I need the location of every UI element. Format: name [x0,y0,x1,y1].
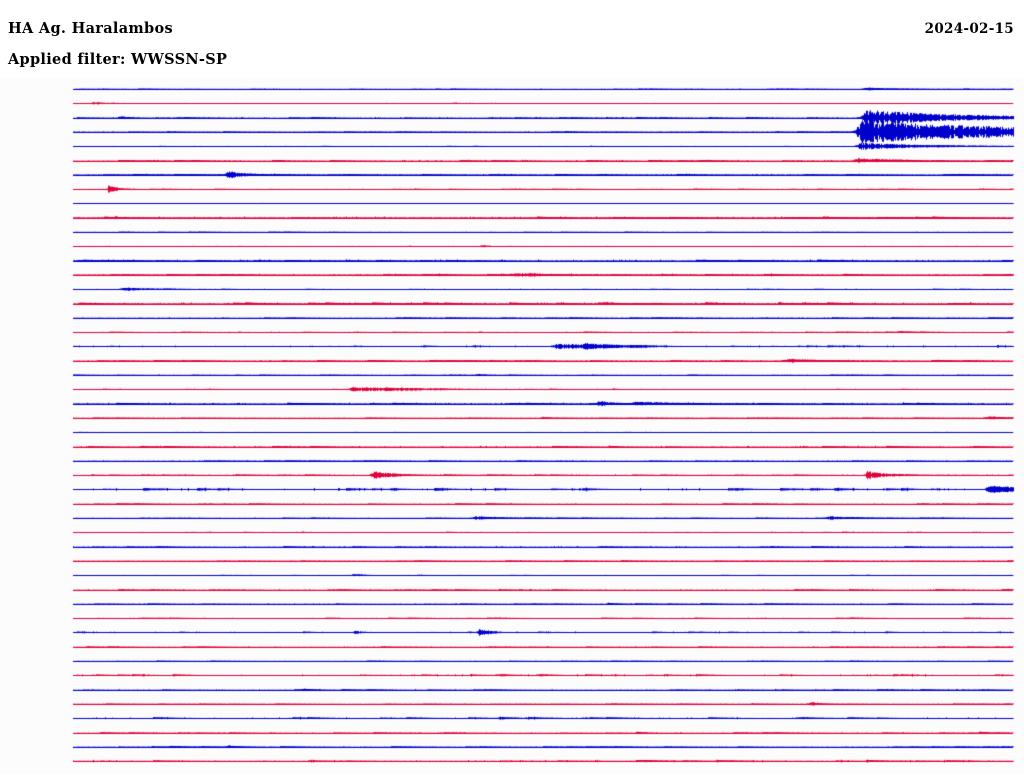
seismogram-canvas [0,78,1024,774]
record-date: 2024-02-15 [924,21,1014,37]
applied-filter-label: Applied filter: WWSSN-SP [8,51,228,68]
page-title: HA Ag. Haralambos [8,20,173,37]
seismogram-plot [0,78,1024,774]
